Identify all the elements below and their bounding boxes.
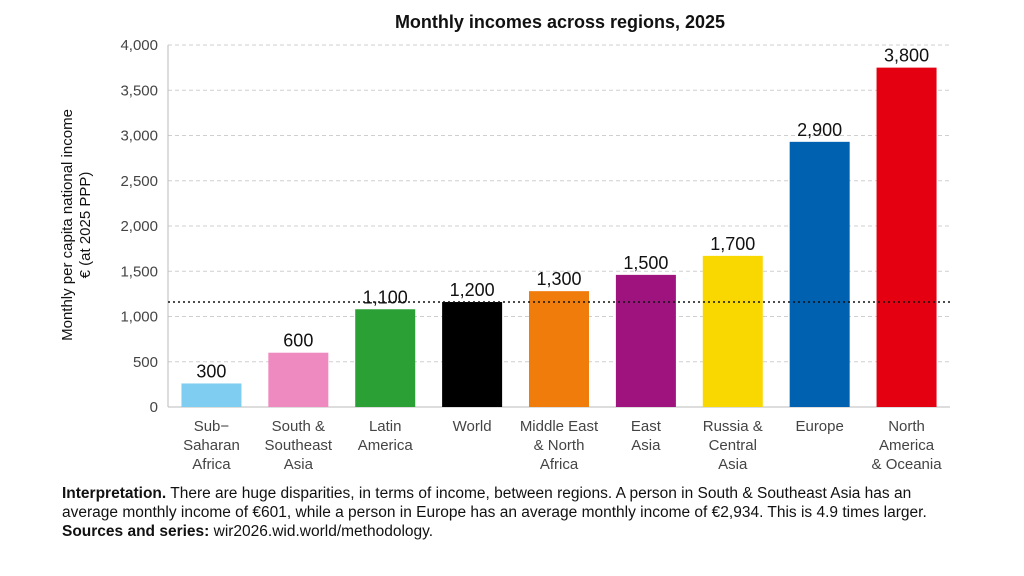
y-axis-ticks: 0 500 1,000 1,500 2,000 2,500 3,000 3,500 4,000 xyxy=(120,37,158,416)
category-label: South & Southeast Asia xyxy=(265,418,333,473)
data-label: 300 xyxy=(196,361,226,381)
interpretation-label: Interpretation. xyxy=(62,485,167,502)
data-label: 1,200 xyxy=(450,280,495,300)
y-tick-label: 500 xyxy=(133,354,158,371)
data-label: 1,500 xyxy=(623,253,668,273)
y-tick-label: 2,500 xyxy=(120,173,158,190)
bar xyxy=(268,352,329,407)
y-tick-label: 3,000 xyxy=(120,128,158,145)
category-label: Europe xyxy=(795,418,843,435)
x-axis-categories: Sub− Saharan Africa South & Southeast Asia Lat… xyxy=(183,418,942,473)
sources-link[interactable]: wir2026.wid.world/methodology. xyxy=(209,523,434,540)
data-label: 1,300 xyxy=(536,269,581,289)
y-tick-label: 0 xyxy=(150,399,158,416)
data-label: 3,800 xyxy=(884,46,929,66)
bars xyxy=(181,67,937,407)
bar xyxy=(702,255,763,407)
category-label: Latin America xyxy=(358,418,414,454)
y-axis-label: Monthly per capita national income€ (at … xyxy=(59,109,94,341)
interpretation-caption: Interpretation. There are huge dispariti… xyxy=(62,484,962,541)
y-tick-label: 3,500 xyxy=(120,82,158,99)
category-label: World xyxy=(453,418,492,435)
category-label: Russia & Central Asia xyxy=(703,418,763,473)
category-label: North America & Oceania xyxy=(872,418,943,473)
bar-chart: 05001,0001,5002,0002,5003,0003,5004,000 … xyxy=(59,37,950,473)
bar xyxy=(181,383,242,407)
data-label: 2,900 xyxy=(797,120,842,140)
bar xyxy=(615,274,676,407)
sources-label: Sources and series: xyxy=(62,523,210,540)
category-label: Sub− Saharan Africa xyxy=(183,418,240,473)
chart-title: Monthly incomes across regions, 2025 xyxy=(394,12,726,32)
category-label: East Asia xyxy=(631,418,662,454)
bar xyxy=(876,67,937,407)
data-label: 600 xyxy=(283,331,313,351)
y-tick-label: 4,000 xyxy=(120,37,158,54)
bar xyxy=(442,302,503,407)
interpretation-text: There are huge disparities, in terms of … xyxy=(62,485,927,521)
bar xyxy=(529,291,589,407)
category-label: Middle East & North Africa xyxy=(520,418,599,473)
data-label: 1,700 xyxy=(710,234,755,254)
y-tick-label: 1,000 xyxy=(120,309,158,326)
y-tick-label: 1,500 xyxy=(120,263,158,280)
bar xyxy=(789,141,850,407)
data-label: 1,100 xyxy=(363,287,408,307)
y-tick-label: 2,000 xyxy=(120,218,158,235)
bar xyxy=(355,309,416,407)
data-labels: 300 600 1,100 1,200 1,300 1,500 1,700 2,900 3,80… xyxy=(196,46,929,382)
